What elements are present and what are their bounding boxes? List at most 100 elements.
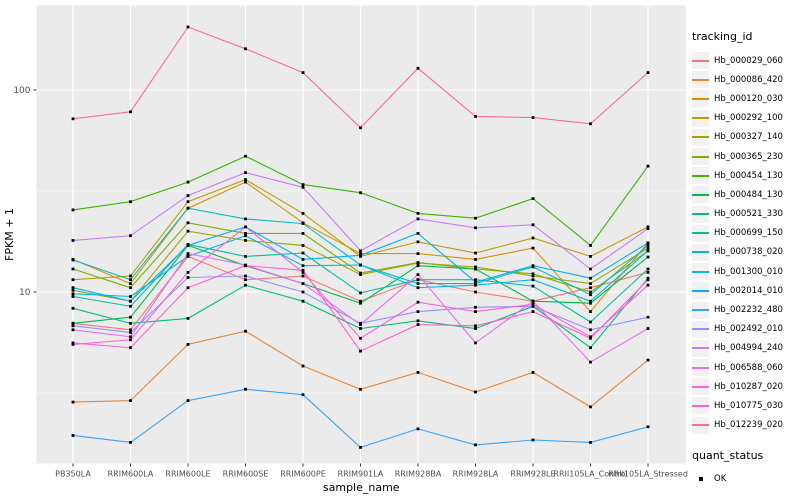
- data-point: [129, 338, 132, 342]
- data-point: [244, 180, 247, 184]
- data-point: [359, 126, 362, 130]
- data-point: [531, 197, 535, 200]
- data-point: [244, 47, 247, 51]
- data-point: [301, 264, 305, 268]
- data-point: [129, 346, 132, 350]
- data-point: [474, 283, 477, 287]
- data-point: [129, 304, 132, 308]
- data-point: [301, 71, 305, 74]
- data-point: [359, 271, 362, 275]
- data-point: [646, 246, 650, 250]
- legend-key-line-icon: [692, 213, 709, 216]
- legend-key-swatch: [692, 339, 709, 357]
- data-point: [646, 271, 650, 274]
- data-point: [531, 236, 535, 240]
- legend-key-swatch: [692, 320, 709, 338]
- data-point: [589, 267, 592, 271]
- legend-item-Hb_006588_060: Hb_006588_060: [692, 358, 798, 377]
- data-point: [244, 234, 247, 238]
- legend-item-Hb_010287_020: Hb_010287_020: [692, 377, 798, 396]
- legend-item-Hb_000454_130: Hb_000454_130: [692, 166, 798, 185]
- x-tick-label: RRIM600LA: [108, 470, 154, 479]
- legend-item-label: Hb_001300_010: [714, 266, 783, 277]
- data-point: [71, 434, 75, 437]
- legend-key-swatch: [692, 471, 709, 488]
- data-point: [531, 438, 535, 442]
- data-point: [186, 343, 190, 346]
- data-point: [129, 299, 132, 303]
- data-point: [646, 225, 650, 229]
- data-point: [589, 299, 592, 303]
- data-point: [301, 258, 305, 261]
- data-point: [646, 283, 650, 287]
- legend-key-swatch: [692, 52, 709, 70]
- legend-key-line-icon: [692, 232, 709, 235]
- data-point: [186, 286, 190, 290]
- data-point: [186, 194, 190, 197]
- data-point: [244, 232, 247, 235]
- data-point: [244, 171, 247, 174]
- data-point: [244, 329, 247, 333]
- data-point: [359, 252, 362, 255]
- legend-item-label: Hb_002232_480: [714, 305, 783, 316]
- data-point: [129, 282, 132, 285]
- data-point: [244, 264, 247, 268]
- legend-item-label: Hb_000327_140: [714, 132, 783, 143]
- data-point: [646, 244, 650, 247]
- data-point: [416, 240, 420, 244]
- data-point: [301, 185, 305, 189]
- legend-item-Hb_002492_010: Hb_002492_010: [692, 320, 798, 339]
- legend-item-label: Hb_006588_060: [714, 362, 783, 373]
- legend-item-Hb_000738_020: Hb_000738_020: [692, 243, 798, 262]
- data-point: [71, 328, 75, 332]
- legend-key-line-icon: [692, 136, 709, 139]
- legend-item-quant-status-OK: OK: [692, 470, 798, 489]
- data-point: [359, 253, 362, 257]
- data-point: [474, 216, 477, 220]
- data-point: [474, 310, 477, 313]
- legend-title-quant-status: quant_status: [692, 448, 764, 462]
- legend-item-Hb_000029_060: Hb_000029_060: [692, 51, 798, 70]
- legend-key-line-icon: [692, 289, 709, 292]
- data-point: [71, 306, 75, 310]
- data-point: [244, 283, 247, 287]
- data-point: [71, 117, 75, 121]
- data-point: [129, 295, 132, 298]
- data-point: [416, 278, 420, 282]
- data-point: [186, 180, 190, 184]
- data-point: [531, 371, 535, 374]
- legend-key-line-icon: [692, 404, 709, 407]
- data-point: [531, 310, 535, 313]
- data-point: [646, 241, 650, 245]
- data-point: [71, 208, 75, 212]
- data-point: [129, 234, 132, 238]
- legend-key-line-icon: [692, 174, 709, 177]
- legend-item-label: Hb_000292_100: [714, 113, 783, 124]
- data-point: [71, 267, 75, 271]
- data-point: [474, 324, 477, 328]
- data-point: [244, 278, 247, 282]
- data-point: [244, 387, 247, 391]
- data-point: [359, 273, 362, 276]
- data-point: [646, 227, 650, 230]
- data-point: [646, 315, 650, 319]
- data-point: [646, 71, 650, 74]
- legend-item-Hb_000365_230: Hb_000365_230: [692, 147, 798, 166]
- data-point: [646, 358, 650, 362]
- data-point: [301, 183, 305, 186]
- x-tick-label: PB350LA: [55, 470, 91, 479]
- x-tick-label: RRIM901LA: [338, 470, 384, 479]
- data-point: [589, 282, 592, 285]
- data-point: [474, 258, 477, 261]
- data-point: [589, 301, 592, 305]
- legend-key-swatch: [692, 109, 709, 127]
- data-point: [474, 282, 477, 285]
- data-point: [186, 276, 190, 279]
- data-point: [474, 443, 477, 447]
- data-point: [301, 212, 305, 215]
- legend-item-label: Hb_000521_330: [714, 209, 783, 220]
- data-point: [359, 336, 362, 340]
- data-point: [589, 335, 592, 339]
- data-point: [71, 292, 75, 296]
- legend-item-label: Hb_010287_020: [714, 381, 783, 392]
